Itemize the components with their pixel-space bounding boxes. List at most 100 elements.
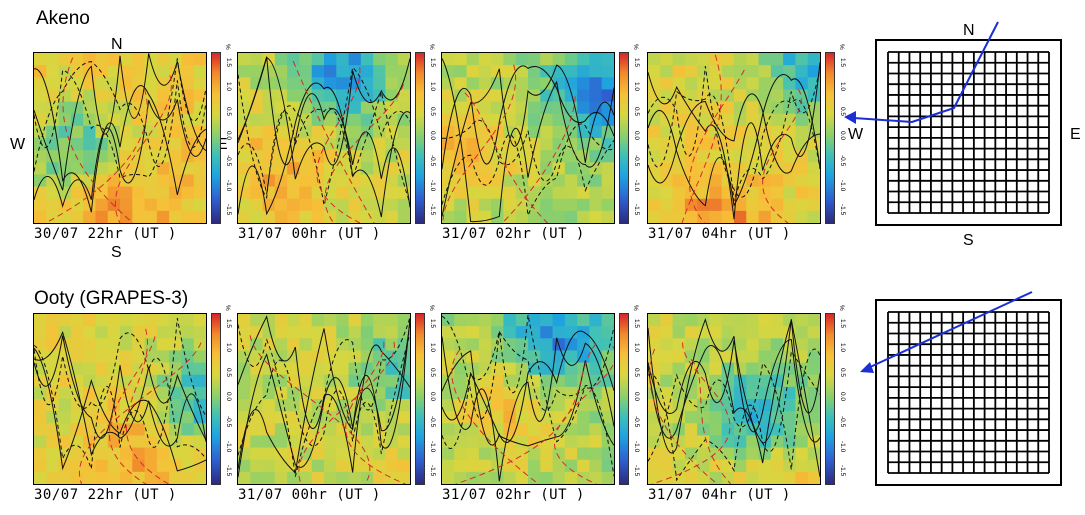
heatmap-cell [324,411,337,424]
heatmap-cell [491,447,505,461]
heatmap-cell [385,210,399,223]
heatmap-cell [287,198,301,212]
heatmap-cell [250,138,264,151]
heatmap-cell [250,447,264,461]
heatmap-cell [287,362,301,376]
heatmap-cell [601,338,614,352]
heatmap-cell [672,186,686,200]
heatmap-cell [397,53,410,66]
heatmap-cell [46,150,60,163]
heatmap-cell [552,374,566,388]
heatmap-cell [491,471,505,484]
heatmap-cell [577,186,591,200]
heatmap-cell [709,459,723,473]
heatmap-cell [132,338,146,352]
heatmap-cell [564,314,578,327]
heatmap-cell [577,65,591,78]
heatmap-cell [734,435,747,449]
colorbar [211,52,221,224]
heatmap-cell [770,198,784,212]
red-contour-line [442,64,517,223]
heatmap-cell [46,471,60,484]
heatmap-cell [721,53,735,66]
heatmap-cell [193,77,206,91]
heatmap-cell [503,326,517,339]
heatmap-cell [274,447,288,461]
heatmap-cell [746,77,760,91]
heatmap-cell [250,471,264,484]
heatmap-cell [193,162,206,176]
heatmap-cell [274,362,288,376]
heatmap-cell [274,186,288,200]
heatmap-cell [746,125,760,139]
heatmap-cell [324,198,337,212]
heatmap-cell [601,150,614,163]
heatmap-cell [478,162,492,176]
heatmap-cell [299,77,313,91]
heatmap-cell [385,435,399,449]
heatmap-cell [783,186,797,200]
heatmap-cell [34,174,47,188]
heatmap-cell [503,198,517,212]
heatmap-cell [70,338,84,352]
heatmap-cell [515,350,529,364]
heatmap-cell [156,162,170,176]
colorbar-unit: % [428,305,435,311]
heatmap-cell [697,399,711,412]
heatmap-cell [274,174,288,188]
heatmap-cell [169,150,183,163]
heatmap-cell [660,338,674,352]
heatmap-cell [274,374,288,388]
heatmap-cell [397,411,410,424]
heatmap-cell [515,150,529,163]
heatmap-cell [360,101,374,115]
heatmap-cell [360,350,374,364]
heatmap-cell [577,174,591,188]
heatmap-cell [734,65,747,78]
heatmap-cell [274,471,288,484]
heatmap-cell [95,150,109,163]
heatmap-cell [758,350,772,364]
panel-time-caption: 30/07 22hr (UT ) [34,487,177,503]
heatmap-cell [454,374,468,388]
heatmap-cell [648,162,661,176]
heatmap-cell [540,113,554,127]
heatmap-cell [709,435,723,449]
heatmap-cell [478,113,492,127]
colorbar [415,313,425,485]
heatmap-cell [648,411,661,424]
heatmap-cell [397,362,410,376]
heatmap-cell [478,138,492,151]
colorbar-tick-label: 0.0 [429,131,436,141]
heatmap-cell [385,77,399,91]
heatmap-cell [552,362,566,376]
heatmap-cell [697,89,711,103]
heatmap-cell [660,350,674,364]
heatmap-cell [589,150,603,163]
contour-line [442,314,614,477]
heatmap-cell [684,65,698,78]
heatmap-cell [181,113,195,127]
heatmap-cell [515,210,529,223]
heatmap-cell [503,314,517,327]
heatmap-cell [397,435,410,449]
heatmap-cell [758,77,772,91]
heatmap-cell [589,138,603,151]
heatmap-cell [107,113,121,127]
heatmap-cell [250,65,264,78]
heatmap-cell [783,411,797,424]
contour-line [238,74,410,204]
heatmap-cell [70,125,84,139]
heatmap-cell [193,210,206,223]
heatmap-cell [250,314,264,327]
heatmap-cell [552,198,566,212]
heatmap-cell [478,77,492,91]
heatmap-cell [58,314,72,327]
colorbar-tick-label: 0.5 [225,106,232,116]
heatmap-cell [783,198,797,212]
heatmap-cell [156,174,170,188]
heatmap-cell [193,125,206,139]
heatmap-cell [287,338,301,352]
colorbar-tick-label: 1.5 [633,58,640,68]
heatmap-cell [156,210,170,223]
